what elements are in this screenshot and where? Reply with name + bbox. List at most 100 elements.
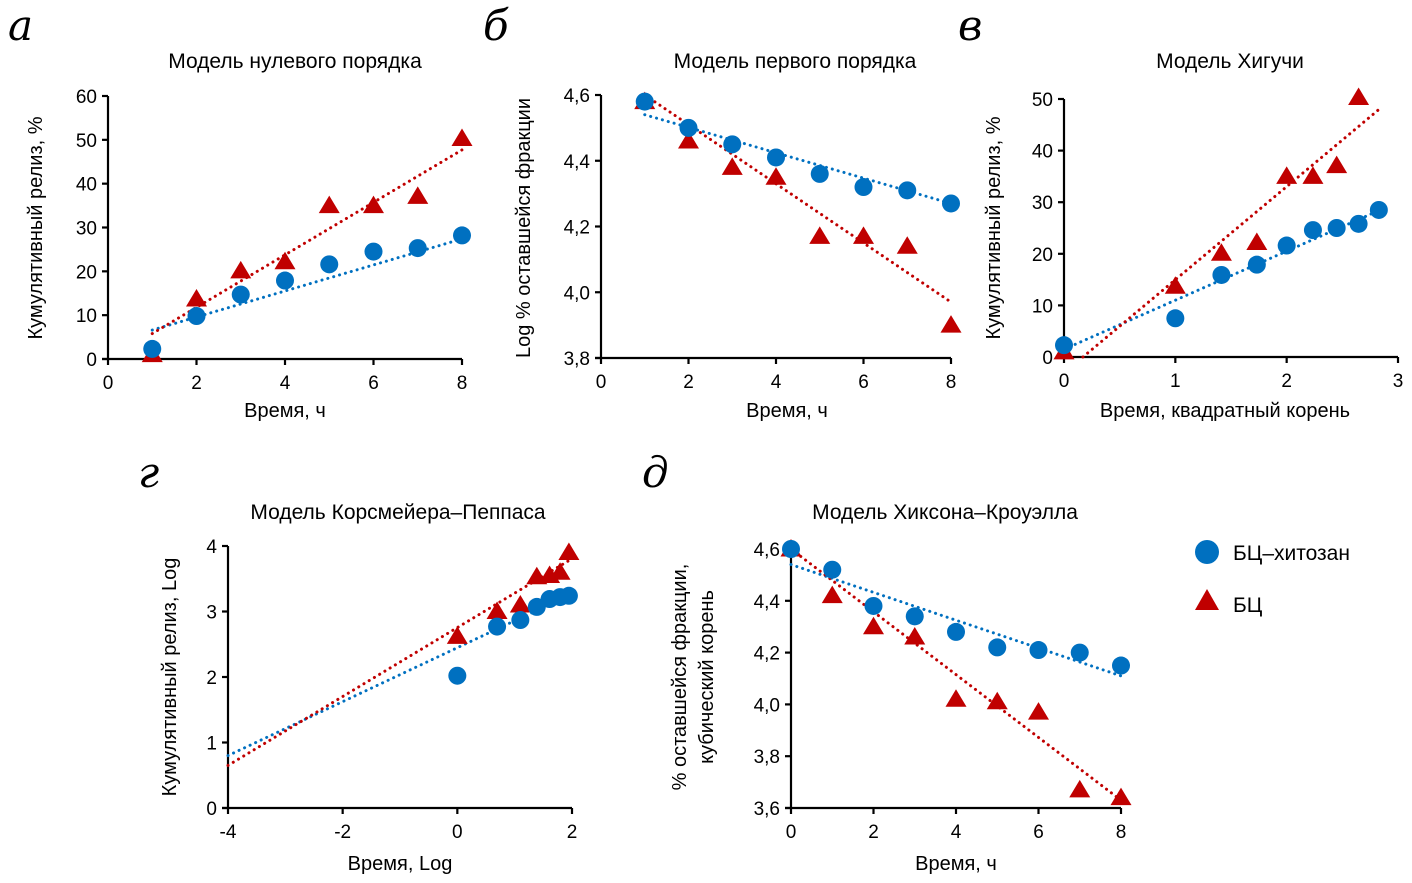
data-point-bc-chitosan [1029,641,1048,660]
data-point-bc-chitosan [511,611,530,630]
data-point-bc [186,288,207,307]
x-tick-label: 0 [103,373,114,394]
x-tick-label: -4 [220,822,237,843]
data-point-bc [809,226,831,244]
data-point-bc [821,585,843,604]
data-point-bc [940,315,962,333]
y-tick-label: 3,8 [754,747,780,768]
x-tick-label: 0 [786,822,797,843]
y-tick-label: 4,6 [564,86,590,107]
data-point-bc-chitosan [905,607,924,626]
y-tick-label: 60 [76,87,97,108]
data-point-bc-chitosan [1349,214,1368,233]
y-tick-label: 20 [1032,245,1053,266]
x-tick-label: 4 [280,373,291,394]
data-point-bc [1302,166,1324,184]
data-point-bc [486,601,508,619]
data-point-bc-chitosan [1055,336,1073,355]
trendline-bc-chitosan [789,563,1123,678]
y-axis-label: Кумулятивный релиз, % [25,116,47,339]
data-point-bc-chitosan [448,666,467,685]
y-tick-label: 0 [206,799,217,820]
x-tick-label: 8 [457,373,468,394]
x-axis-label: Время, квадратный корень [1100,400,1350,422]
legend: БЦ–хитозан БЦ [1195,540,1350,617]
panel-letter: б [483,1,509,50]
x-tick-label: 6 [1033,822,1044,843]
y-tick-label: 4 [206,537,217,558]
x-tick-label: 2 [868,822,879,843]
chart-title: Модель первого порядка [674,50,917,73]
data-point-bc-chitosan [947,622,965,641]
data-point-bc [1348,87,1370,105]
legend-marker-bc [1195,589,1219,610]
data-point-bc-chitosan [1277,236,1296,255]
data-point-bc [509,594,531,613]
y-tick-label: 50 [76,131,97,152]
data-point-bc [1069,779,1091,798]
data-point-bc-chitosan [559,586,578,605]
y-tick-label: 40 [1032,142,1053,163]
x-axis-label: Время, ч [746,400,828,422]
data-point-bc [986,691,1008,710]
x-tick-label: 0 [596,372,607,393]
data-point-bc-chitosan [823,560,842,579]
data-point-bc [446,626,468,644]
x-tick-label: 4 [771,372,782,393]
data-point-bc [363,195,384,214]
y-tick-label: 40 [76,175,97,196]
data-point-bc-chitosan [1247,255,1266,274]
data-point-bc-chitosan [898,181,917,200]
data-point-bc-chitosan [854,178,873,197]
x-tick-label: 2 [191,373,202,394]
y-tick-label: 0 [1042,348,1053,369]
y-tick-label: 4,4 [754,592,781,613]
x-tick-label: 6 [858,372,869,393]
chart-a: а Модель нулевого порядка 0 2 4 6 8 0 10 20 30 40 50… [8,1,473,422]
x-axis-label: Время, Log [348,853,453,875]
data-point-bc-chitosan [1166,309,1185,328]
data-point-bc-chitosan [767,148,785,167]
y-tick-label: 4,0 [564,283,590,304]
data-point-bc [853,226,874,244]
data-point-bc-chitosan [782,540,800,558]
y-axis-label: Кумулятивный релиз, Log [159,558,181,797]
data-point-bc [721,157,743,175]
data-point-bc-chitosan [1070,643,1089,662]
y-tick-label: 20 [76,262,97,283]
x-tick-label: -2 [334,822,351,843]
chart-d: д Модель Хиксона–Кроуэлла 0 2 4 6 8 3,6 3,8 4,0 4,… [642,448,1132,875]
y-tick-label: 3,8 [564,349,590,370]
data-point-bc-chitosan [1369,200,1388,219]
data-point-bc-chitosan [864,596,883,615]
data-point-bc-chitosan [364,242,383,261]
data-point-bc-chitosan [1327,219,1346,237]
legend-marker-bc-chitosan [1195,540,1219,564]
data-point-bc [1276,166,1298,184]
data-point-bc [451,128,473,147]
chart-title: Модель Корсмейера–Пеппаса [250,501,546,524]
data-point-bc-chitosan [1212,265,1231,284]
chart-b: б Модель первого порядка 0 2 4 6 8 3,8 4,0 4,2 4,4… [483,1,962,422]
y-tick-label: 4,2 [754,644,780,665]
panel-letter: г [138,448,159,497]
y-tick-label: 30 [76,219,97,240]
data-point-bc [274,251,296,270]
x-tick-label: 6 [368,373,379,394]
y-axis-label: % оставшейся фракции, [669,564,691,791]
data-point-bc [549,562,571,580]
data-point-bc [1110,787,1132,806]
chart-title: Модель нулевого порядка [168,50,422,73]
data-point-bc [1246,232,1268,250]
y-axis-label: Log % оставшейся фракции [513,98,535,358]
trendline-bc [226,558,571,767]
x-tick-label: 0 [452,822,463,843]
data-point-bc-chitosan [679,118,698,137]
x-tick-label: 2 [683,372,694,393]
data-point-bc-chitosan [488,617,507,636]
panel-letter: в [958,1,982,50]
data-point-bc-chitosan [810,164,829,183]
